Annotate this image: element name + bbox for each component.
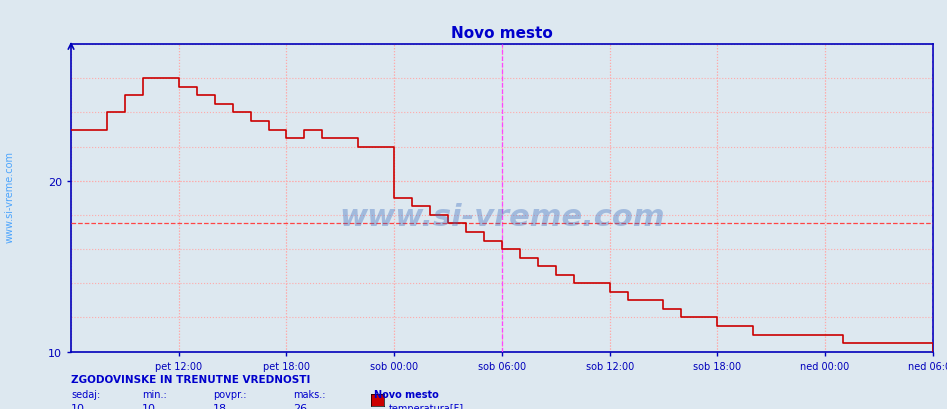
Text: 10: 10 bbox=[71, 403, 85, 409]
Text: temperatura[F]: temperatura[F] bbox=[388, 403, 463, 409]
Text: 26: 26 bbox=[294, 403, 308, 409]
Text: 18: 18 bbox=[213, 403, 227, 409]
Text: 10: 10 bbox=[142, 403, 156, 409]
Title: Novo mesto: Novo mesto bbox=[451, 26, 553, 41]
Text: maks.:: maks.: bbox=[294, 389, 326, 399]
Text: povpr.:: povpr.: bbox=[213, 389, 246, 399]
Text: Novo mesto: Novo mesto bbox=[374, 389, 438, 399]
Text: sedaj:: sedaj: bbox=[71, 389, 100, 399]
Text: www.si-vreme.com: www.si-vreme.com bbox=[339, 202, 665, 231]
Text: min.:: min.: bbox=[142, 389, 167, 399]
Text: ZGODOVINSKE IN TRENUTNE VREDNOSTI: ZGODOVINSKE IN TRENUTNE VREDNOSTI bbox=[71, 374, 311, 384]
Text: www.si-vreme.com: www.si-vreme.com bbox=[5, 151, 15, 242]
